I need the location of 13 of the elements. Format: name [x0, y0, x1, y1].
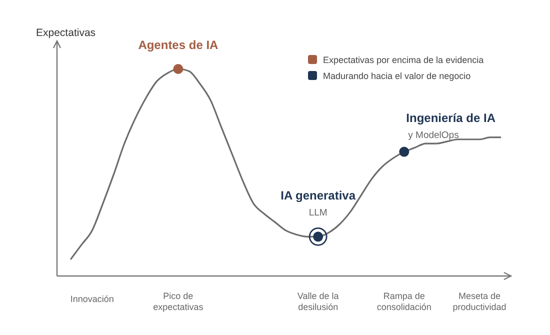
annotation: LLM [308, 208, 328, 219]
x-tick-label: Pico de expectativas [153, 291, 204, 312]
y-axis-title: Expectativas [36, 27, 96, 39]
x-tick-label: Meseta de productividad [452, 291, 506, 312]
annotation: Ingeniería de IA [406, 110, 496, 125]
annotation: y ModelOps [408, 130, 460, 141]
legend-label: Madurando hacia el valor de negocio [323, 71, 471, 81]
annotation: IA generativa [280, 188, 356, 203]
x-tick-label: Valle de la desilusión [297, 291, 339, 312]
x-tick-label: Rampa de consolidación [376, 291, 432, 312]
legend-label: Expectativas por encima de la evidencia [323, 55, 484, 65]
x-tick-label: Innovación [70, 294, 114, 304]
annotation: Agentes de IA [138, 38, 219, 52]
